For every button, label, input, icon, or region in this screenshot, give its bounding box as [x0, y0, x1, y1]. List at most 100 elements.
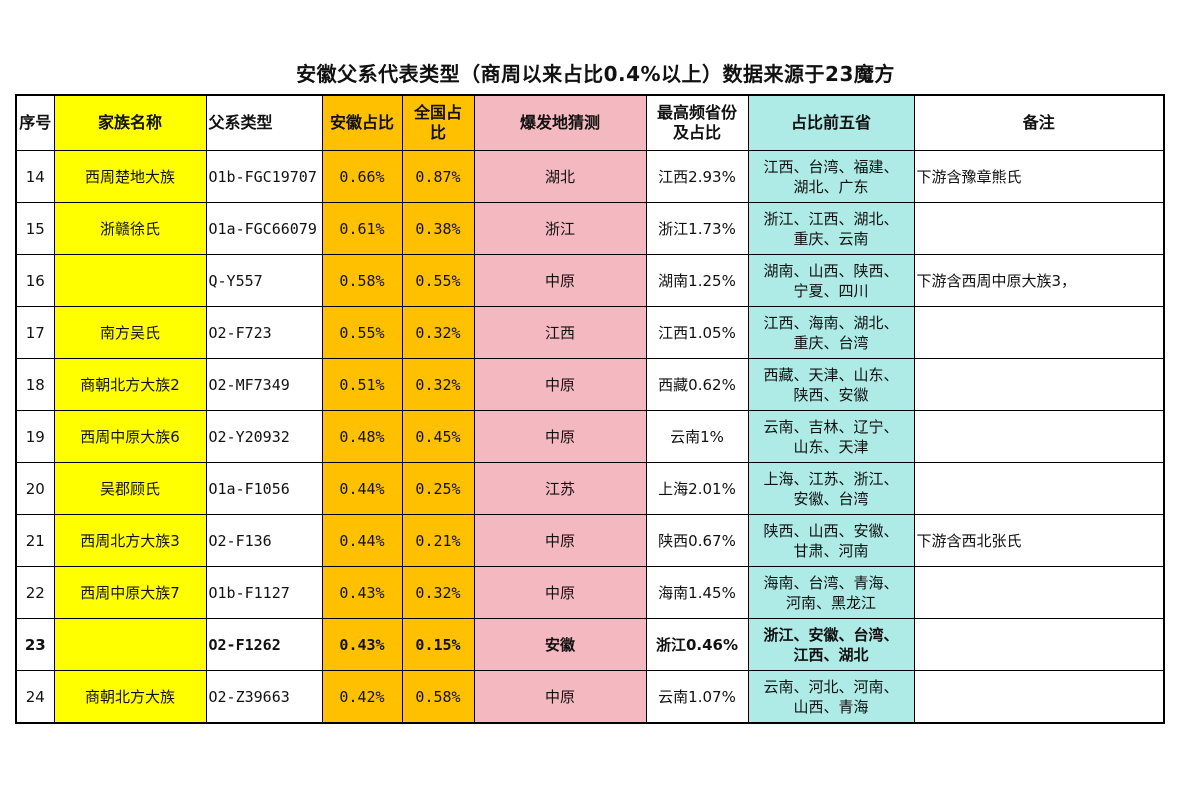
cell-top5[interactable]: 浙江、安徽、台湾、 江西、湖北	[747, 618, 915, 671]
cell-origin[interactable]: 江苏	[473, 462, 647, 515]
cell-national-pct[interactable]: 0.32%	[401, 306, 475, 359]
cell-origin[interactable]: 中原	[473, 566, 647, 619]
cell-top5[interactable]: 云南、吉林、辽宁、 山东、天津	[747, 410, 915, 463]
cell-haplogroup[interactable]: O1a-F1056	[205, 462, 323, 515]
cell-origin[interactable]: 江西	[473, 306, 647, 359]
cell-notes[interactable]	[913, 618, 1165, 671]
cell-origin[interactable]: 中原	[473, 410, 647, 463]
header-haplogroup[interactable]: 父系类型	[205, 94, 323, 151]
cell-anhui-pct[interactable]: 0.58%	[321, 254, 403, 307]
cell-origin[interactable]: 湖北	[473, 150, 647, 203]
cell-anhui-pct[interactable]: 0.44%	[321, 514, 403, 567]
cell-national-pct[interactable]: 0.38%	[401, 202, 475, 255]
cell-top-province[interactable]: 浙江0.46%	[645, 618, 749, 671]
cell-national-pct[interactable]: 0.87%	[401, 150, 475, 203]
cell-notes[interactable]	[913, 306, 1165, 359]
cell-notes[interactable]	[913, 462, 1165, 515]
cell-seq[interactable]: 21	[15, 514, 55, 567]
cell-anhui-pct[interactable]: 0.66%	[321, 150, 403, 203]
cell-top5[interactable]: 云南、河北、河南、 山西、青海	[747, 670, 915, 724]
cell-family[interactable]: 西周中原大族7	[53, 566, 207, 619]
cell-top5[interactable]: 陕西、山西、安徽、 甘肃、河南	[747, 514, 915, 567]
cell-top-province[interactable]: 云南1%	[645, 410, 749, 463]
cell-family[interactable]	[53, 618, 207, 671]
cell-origin[interactable]: 浙江	[473, 202, 647, 255]
cell-top-province[interactable]: 西藏0.62%	[645, 358, 749, 411]
cell-family[interactable]: 商朝北方大族	[53, 670, 207, 724]
cell-family[interactable]: 商朝北方大族2	[53, 358, 207, 411]
cell-seq[interactable]: 18	[15, 358, 55, 411]
cell-haplogroup[interactable]: O2-Z39663	[205, 670, 323, 724]
cell-notes[interactable]	[913, 202, 1165, 255]
cell-family[interactable]: 西周楚地大族	[53, 150, 207, 203]
header-seq[interactable]: 序号	[15, 94, 55, 151]
cell-haplogroup[interactable]: O1a-FGC66079	[205, 202, 323, 255]
cell-haplogroup[interactable]: O1b-FGC19707	[205, 150, 323, 203]
cell-anhui-pct[interactable]: 0.55%	[321, 306, 403, 359]
cell-anhui-pct[interactable]: 0.43%	[321, 618, 403, 671]
cell-notes[interactable]	[913, 410, 1165, 463]
cell-national-pct[interactable]: 0.21%	[401, 514, 475, 567]
cell-top5[interactable]: 江西、台湾、福建、 湖北、广东	[747, 150, 915, 203]
cell-anhui-pct[interactable]: 0.44%	[321, 462, 403, 515]
header-top-province[interactable]: 最高频省份及占比	[645, 94, 749, 151]
cell-notes[interactable]	[913, 358, 1165, 411]
cell-origin[interactable]: 中原	[473, 514, 647, 567]
cell-notes[interactable]	[913, 566, 1165, 619]
cell-top5[interactable]: 上海、江苏、浙江、 安徽、台湾	[747, 462, 915, 515]
cell-national-pct[interactable]: 0.45%	[401, 410, 475, 463]
cell-seq[interactable]: 22	[15, 566, 55, 619]
header-anhui-pct[interactable]: 安徽占比	[321, 94, 403, 151]
cell-anhui-pct[interactable]: 0.42%	[321, 670, 403, 724]
cell-seq[interactable]: 15	[15, 202, 55, 255]
cell-anhui-pct[interactable]: 0.61%	[321, 202, 403, 255]
cell-top5[interactable]: 江西、海南、湖北、 重庆、台湾	[747, 306, 915, 359]
cell-top-province[interactable]: 海南1.45%	[645, 566, 749, 619]
cell-top-province[interactable]: 浙江1.73%	[645, 202, 749, 255]
cell-top-province[interactable]: 云南1.07%	[645, 670, 749, 724]
cell-seq[interactable]: 14	[15, 150, 55, 203]
cell-family[interactable]	[53, 254, 207, 307]
cell-family[interactable]: 西周中原大族6	[53, 410, 207, 463]
cell-haplogroup[interactable]: O2-F723	[205, 306, 323, 359]
cell-national-pct[interactable]: 0.15%	[401, 618, 475, 671]
cell-top5[interactable]: 海南、台湾、青海、 河南、黑龙江	[747, 566, 915, 619]
cell-anhui-pct[interactable]: 0.51%	[321, 358, 403, 411]
cell-top-province[interactable]: 陕西0.67%	[645, 514, 749, 567]
header-origin[interactable]: 爆发地猜测	[473, 94, 647, 151]
cell-anhui-pct[interactable]: 0.43%	[321, 566, 403, 619]
cell-haplogroup[interactable]: O2-F1262	[205, 618, 323, 671]
cell-top-province[interactable]: 江西1.05%	[645, 306, 749, 359]
cell-seq[interactable]: 19	[15, 410, 55, 463]
cell-top5[interactable]: 湖南、山西、陕西、 宁夏、四川	[747, 254, 915, 307]
cell-haplogroup[interactable]: O2-F136	[205, 514, 323, 567]
cell-national-pct[interactable]: 0.32%	[401, 566, 475, 619]
cell-anhui-pct[interactable]: 0.48%	[321, 410, 403, 463]
cell-top-province[interactable]: 湖南1.25%	[645, 254, 749, 307]
cell-seq[interactable]: 20	[15, 462, 55, 515]
cell-notes[interactable]: 下游含豫章熊氏	[913, 150, 1165, 203]
cell-notes[interactable]: 下游含西周中原大族3，	[913, 254, 1165, 307]
cell-seq[interactable]: 17	[15, 306, 55, 359]
cell-seq[interactable]: 24	[15, 670, 55, 724]
header-national-pct[interactable]: 全国占比	[401, 94, 475, 151]
cell-haplogroup[interactable]: O1b-F1127	[205, 566, 323, 619]
header-family[interactable]: 家族名称	[53, 94, 207, 151]
cell-national-pct[interactable]: 0.58%	[401, 670, 475, 724]
cell-notes[interactable]	[913, 670, 1165, 724]
cell-seq[interactable]: 23	[15, 618, 55, 671]
cell-top-province[interactable]: 上海2.01%	[645, 462, 749, 515]
header-top5[interactable]: 占比前五省	[747, 94, 915, 151]
cell-national-pct[interactable]: 0.32%	[401, 358, 475, 411]
cell-family[interactable]: 西周北方大族3	[53, 514, 207, 567]
cell-national-pct[interactable]: 0.55%	[401, 254, 475, 307]
cell-origin[interactable]: 安徽	[473, 618, 647, 671]
cell-national-pct[interactable]: 0.25%	[401, 462, 475, 515]
cell-top5[interactable]: 西藏、天津、山东、 陕西、安徽	[747, 358, 915, 411]
cell-haplogroup[interactable]: Q-Y557	[205, 254, 323, 307]
cell-origin[interactable]: 中原	[473, 254, 647, 307]
cell-family[interactable]: 吴郡顾氏	[53, 462, 207, 515]
cell-notes[interactable]: 下游含西北张氏	[913, 514, 1165, 567]
cell-origin[interactable]: 中原	[473, 358, 647, 411]
cell-top5[interactable]: 浙江、江西、湖北、 重庆、云南	[747, 202, 915, 255]
